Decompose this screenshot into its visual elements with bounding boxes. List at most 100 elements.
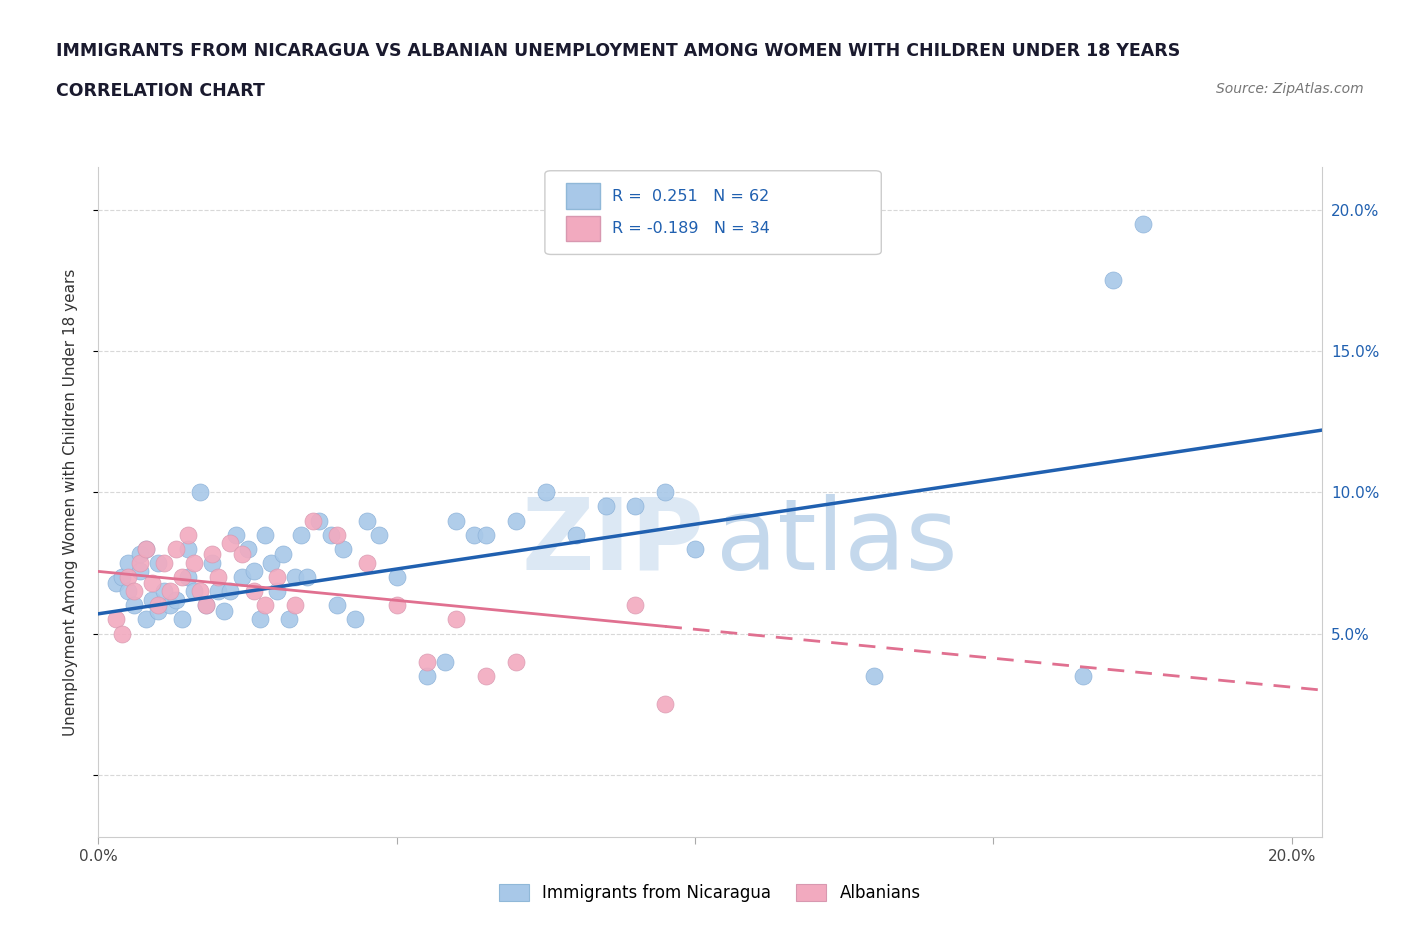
Point (654, 697, 676, 711)
Point (463, 527, 485, 542)
Y-axis label: Unemployment Among Women with Children Under 18 years: Unemployment Among Women with Children U… (63, 269, 77, 736)
Point (1132, 217, 1154, 232)
Point (308, 513, 330, 528)
Point (194, 598, 217, 613)
Point (117, 584, 139, 599)
Point (254, 598, 277, 613)
Point (135, 612, 157, 627)
Point (165, 592, 187, 607)
Point (201, 555, 224, 570)
Point (207, 570, 229, 585)
Point (188, 584, 211, 599)
Point (260, 555, 283, 570)
Point (863, 669, 886, 684)
Point (284, 598, 307, 613)
Point (475, 527, 498, 542)
Point (624, 499, 647, 514)
Point (446, 513, 468, 528)
Point (356, 513, 378, 528)
Point (212, 604, 235, 618)
Point (111, 626, 134, 641)
Point (284, 570, 307, 585)
Text: IMMIGRANTS FROM NICARAGUA VS ALBANIAN UNEMPLOYMENT AMONG WOMEN WITH CHILDREN UND: IMMIGRANTS FROM NICARAGUA VS ALBANIAN UN… (56, 42, 1181, 60)
Point (236, 541, 259, 556)
Point (177, 570, 200, 585)
Point (326, 598, 349, 613)
Point (153, 555, 176, 570)
Point (242, 584, 264, 599)
Point (159, 584, 181, 599)
Point (278, 612, 301, 627)
Point (343, 612, 366, 627)
Point (297, 570, 319, 585)
Point (129, 547, 152, 562)
Point (654, 485, 676, 499)
Point (135, 541, 157, 556)
Point (1071, 669, 1094, 684)
Point (122, 584, 145, 599)
Point (177, 527, 200, 542)
Point (218, 536, 240, 551)
Point (105, 612, 128, 627)
Point (534, 485, 557, 499)
Point (146, 598, 169, 613)
Point (321, 527, 343, 542)
Point (290, 527, 312, 542)
Point (254, 527, 277, 542)
Point (153, 584, 176, 599)
Point (170, 612, 193, 627)
Point (475, 669, 498, 684)
Point (122, 598, 145, 613)
Text: atlas: atlas (716, 494, 957, 591)
Point (356, 555, 378, 570)
Point (159, 598, 181, 613)
Point (177, 541, 200, 556)
Point (446, 612, 468, 627)
Point (273, 547, 295, 562)
Point (266, 584, 288, 599)
Text: Source: ZipAtlas.com: Source: ZipAtlas.com (1216, 82, 1364, 96)
Point (385, 570, 408, 585)
Point (415, 669, 437, 684)
Point (565, 527, 588, 542)
Point (183, 555, 205, 570)
Point (141, 576, 163, 591)
Point (111, 570, 134, 585)
Point (146, 555, 169, 570)
Point (183, 584, 205, 599)
Point (249, 612, 271, 627)
Point (302, 513, 325, 528)
Point (242, 564, 264, 578)
Point (367, 527, 389, 542)
Point (385, 598, 408, 613)
Point (165, 541, 187, 556)
Text: ZIP: ZIP (522, 494, 704, 591)
Point (505, 655, 527, 670)
Point (415, 655, 437, 670)
Point (141, 592, 163, 607)
Point (117, 570, 139, 585)
Legend: Immigrants from Nicaragua, Albanians: Immigrants from Nicaragua, Albanians (492, 878, 928, 909)
Point (624, 598, 647, 613)
Point (117, 555, 139, 570)
Point (201, 547, 224, 562)
Point (683, 541, 706, 556)
Point (433, 655, 456, 670)
FancyBboxPatch shape (565, 183, 600, 209)
Text: R = -0.189   N = 34: R = -0.189 N = 34 (612, 220, 770, 236)
Point (332, 541, 354, 556)
Point (225, 527, 247, 542)
Point (505, 513, 527, 528)
Point (146, 604, 169, 618)
Point (135, 541, 157, 556)
FancyBboxPatch shape (565, 216, 600, 241)
Point (129, 564, 152, 578)
Point (595, 499, 617, 514)
Point (129, 555, 152, 570)
Text: CORRELATION CHART: CORRELATION CHART (56, 82, 266, 100)
Point (1101, 273, 1123, 288)
Text: R =  0.251   N = 62: R = 0.251 N = 62 (612, 189, 769, 204)
FancyBboxPatch shape (546, 171, 882, 255)
Point (188, 485, 211, 499)
Point (266, 570, 288, 585)
